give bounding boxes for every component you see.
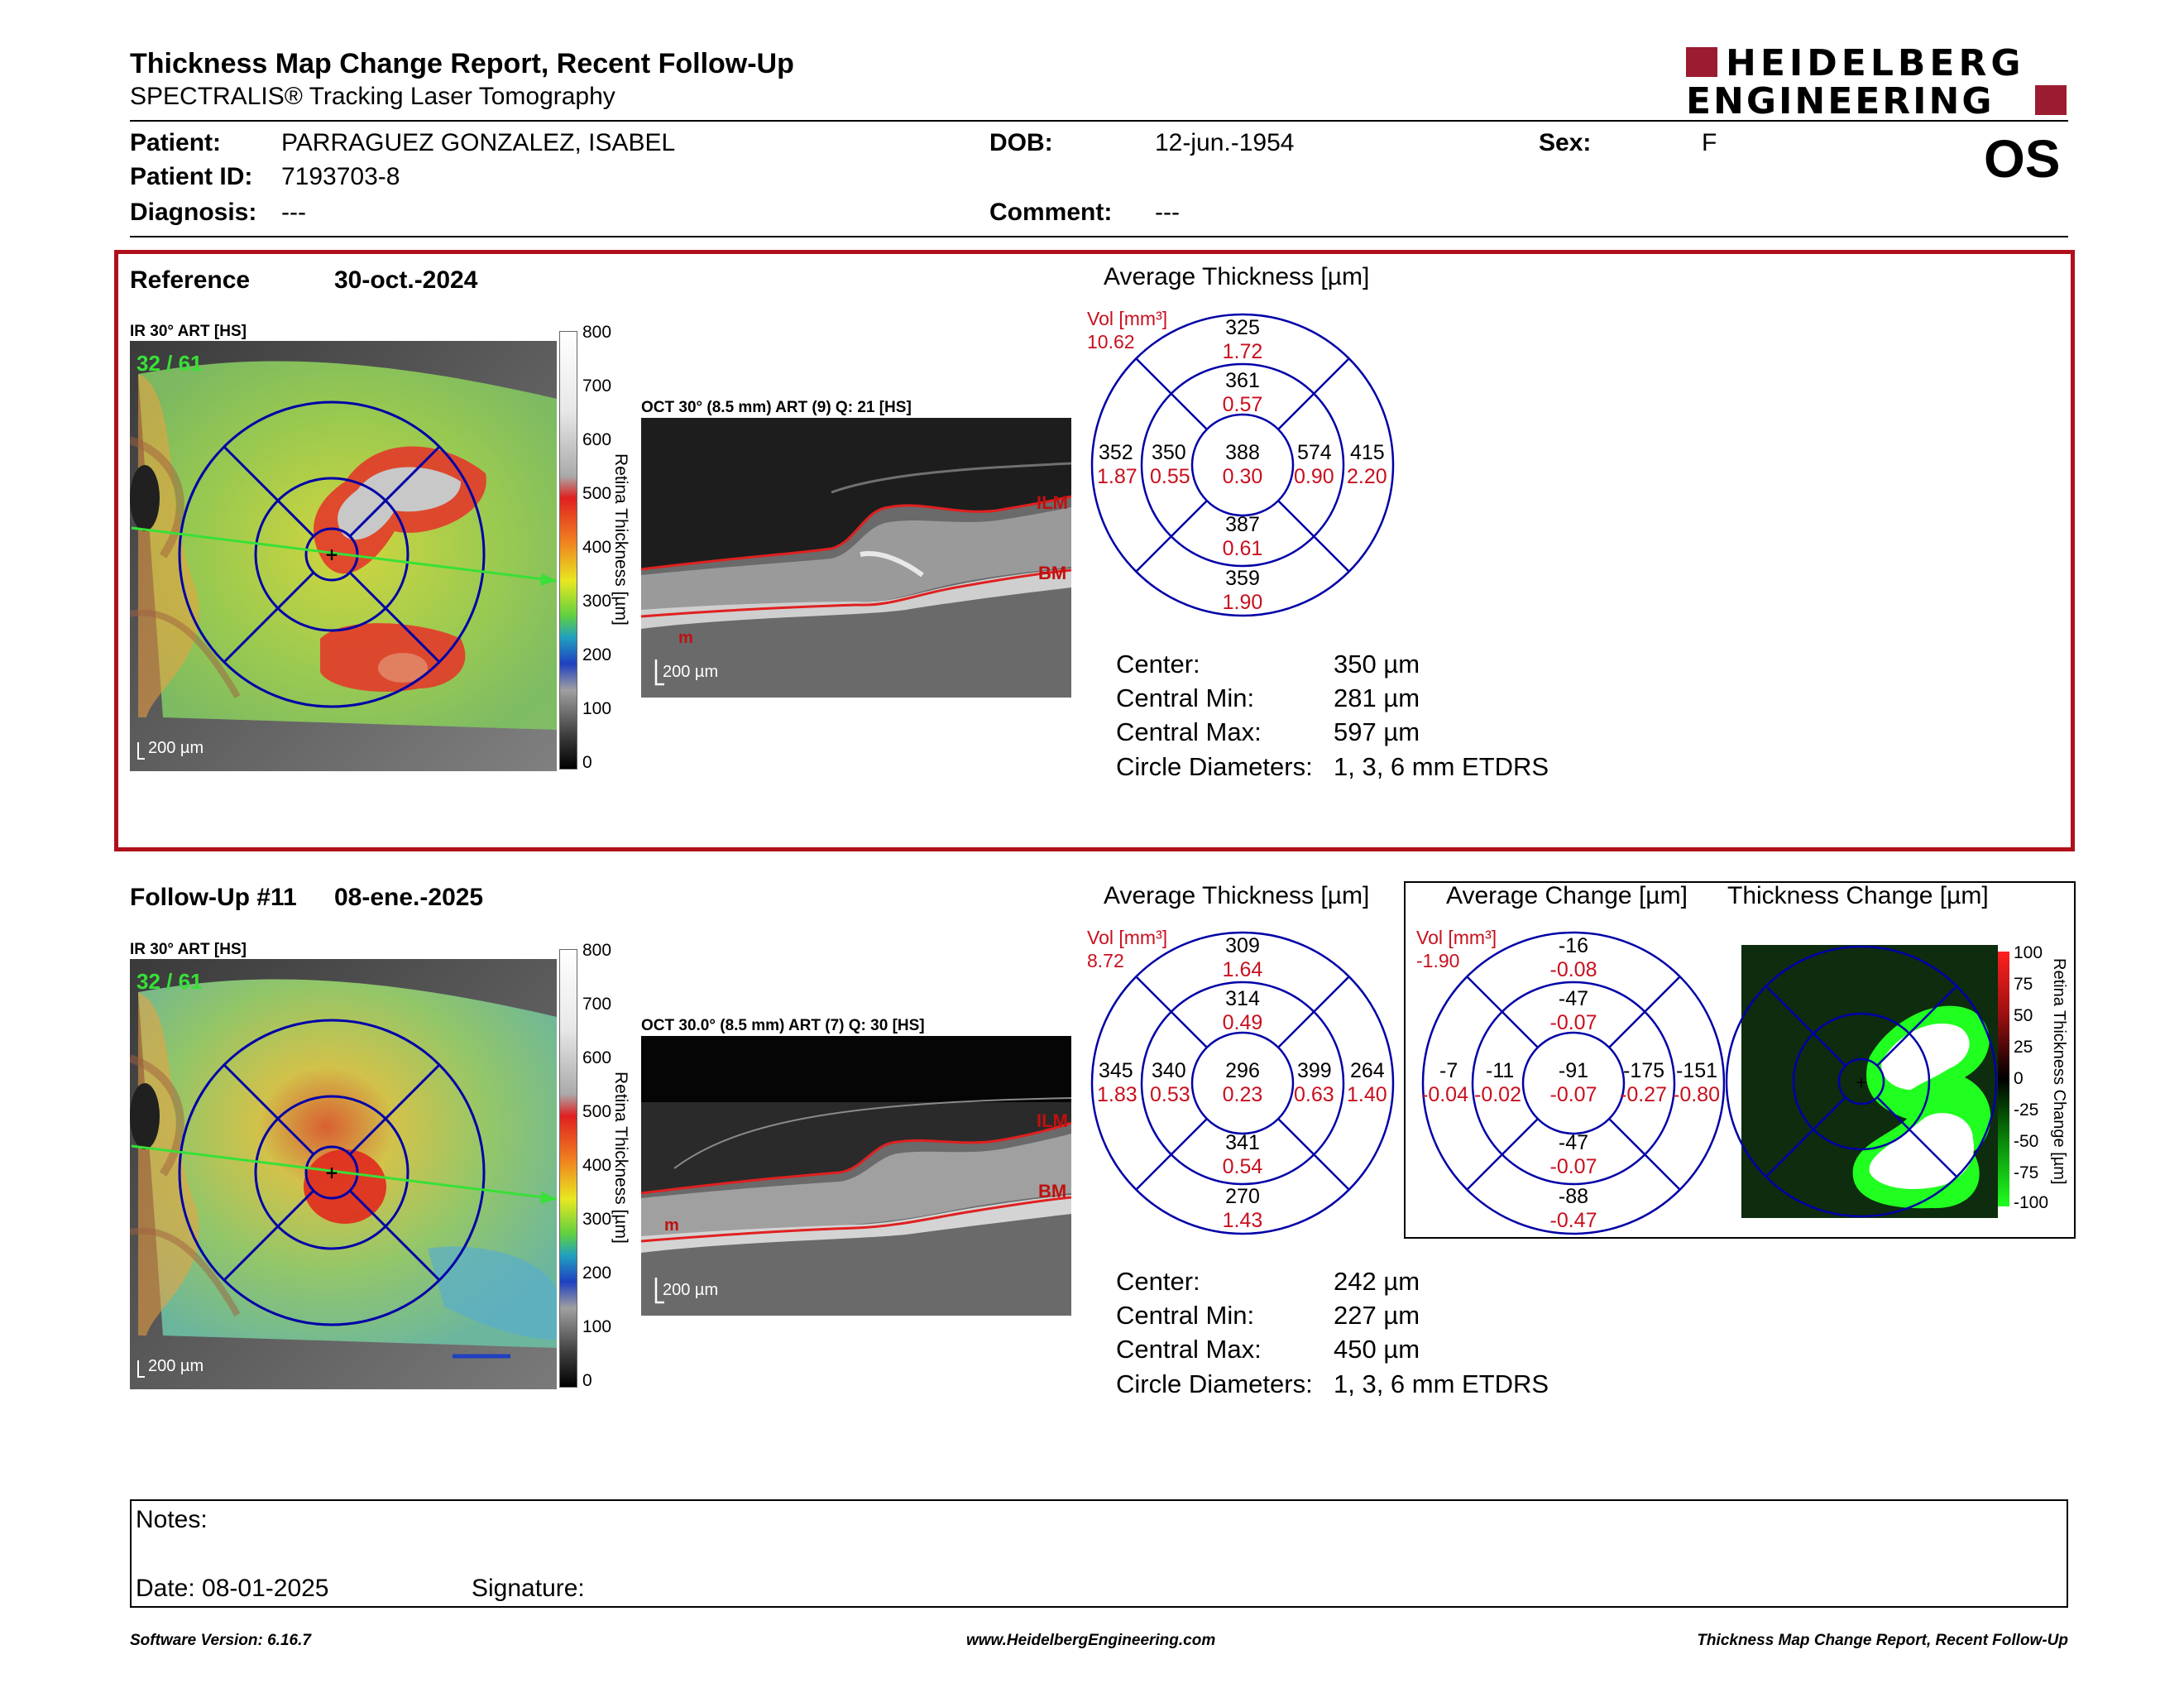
- comment-label: Comment:: [989, 199, 1113, 226]
- oct-ilm-label: ILM: [1037, 492, 1068, 513]
- stat-diam-label: Circle Diameters:: [1116, 752, 1313, 781]
- thickness-scale-title: Retina Thickness [µm]: [611, 453, 630, 626]
- patient-name: PARRAGUEZ GONZALEZ, ISABEL: [281, 129, 676, 156]
- report-title: Thickness Map Change Report, Recent Foll…: [130, 48, 794, 79]
- diagnosis-value: ---: [281, 199, 306, 226]
- fu-stat-max-value: 450 µm: [1334, 1335, 1420, 1364]
- fu-oct-bscan-image: ILM BM m 200 µm: [640, 1036, 1072, 1316]
- patient-id-label: Patient ID:: [130, 163, 253, 190]
- avg-change-title: Average Change [µm]: [1446, 882, 1688, 909]
- notes-box[interactable]: [130, 1499, 2068, 1608]
- comment-value: ---: [1155, 199, 1180, 226]
- avg-thickness-title: Average Thickness [µm]: [1104, 263, 1370, 290]
- fu-stat-center-label: Center:: [1116, 1267, 1200, 1296]
- change-scale-labels: 100 75 50 25 0 -25 -50 -75 -100: [2014, 943, 2049, 1212]
- reference-label: Reference: [130, 266, 251, 294]
- thickness-change-title: Thickness Change [µm]: [1727, 882, 1989, 909]
- change-color-scale: [1998, 952, 2009, 1206]
- ir-counter: 32 / 61: [136, 351, 203, 376]
- fu-oct-label: OCT 30.0° (8.5 mm) ART (7) Q: 30 [HS]: [641, 1017, 925, 1034]
- fu-ir-fundus-image: + 32 / 61 200 µm: [128, 959, 558, 1389]
- oct-m-label: m: [678, 629, 693, 647]
- vol-label: Vol [mm³]: [1087, 308, 1168, 329]
- notes-label: Notes:: [136, 1506, 208, 1533]
- ir-fundus-image: + 32 / 61 200 µm: [128, 341, 558, 771]
- stat-diam-value: 1, 3, 6 mm ETDRS: [1334, 752, 1549, 781]
- footer-report-name: Thickness Map Change Report, Recent Foll…: [1697, 1632, 2068, 1649]
- vol-value: 10.62: [1087, 331, 1135, 352]
- stat-max-value: 597 µm: [1334, 717, 1420, 746]
- stat-min-label: Central Min:: [1116, 683, 1255, 712]
- change-vol-label: Vol [mm³]: [1416, 927, 1497, 948]
- software-version: Software Version: 6.16.7: [130, 1632, 311, 1649]
- stat-max-label: Central Max:: [1116, 717, 1262, 746]
- eye-label: OS: [1984, 129, 2061, 189]
- change-panel: [1404, 881, 2076, 1239]
- change-vol-value: -1.90: [1416, 950, 1460, 971]
- fu-oct-scale-bar: 200 µm: [663, 1281, 718, 1299]
- fu-vol-label: Vol [mm³]: [1087, 927, 1168, 948]
- reference-date: 30-oct.-2024: [334, 266, 478, 294]
- fu-oct-ilm-label: ILM: [1037, 1110, 1068, 1131]
- stat-min-value: 281 µm: [1334, 683, 1420, 712]
- fu-ir-counter: 32 / 61: [136, 969, 203, 994]
- fu-thickness-scale-title: Retina Thickness [µm]: [611, 1072, 630, 1244]
- svg-text:+: +: [325, 1163, 339, 1182]
- stat-center-value: 350 µm: [1334, 650, 1420, 679]
- fu-ir-scale-bar: 200 µm: [148, 1357, 204, 1375]
- heidelberg-logo: HEIDELBERG ENGINEERING: [1686, 42, 2067, 122]
- fu-vol-value: 8.72: [1087, 950, 1124, 971]
- fu-avg-thickness-title: Average Thickness [µm]: [1104, 882, 1370, 909]
- thickness-color-scale: [559, 331, 577, 770]
- footer-url[interactable]: www.HeidelbergEngineering.com: [966, 1632, 1216, 1649]
- oct-label: OCT 30° (8.5 mm) ART (9) Q: 21 [HS]: [641, 399, 912, 416]
- sex-value: F: [1702, 129, 1717, 156]
- etdrs-grid-reference: 325 1.72 361 0.57 388 0.30 352 1.87 350 …: [1090, 313, 1395, 617]
- oct-bscan-image: ILM BM m 200 µm: [640, 418, 1072, 698]
- followup-date: 08-ene.-2025: [334, 884, 484, 911]
- fu-stat-min-value: 227 µm: [1334, 1301, 1420, 1330]
- fu-stat-diam-value: 1, 3, 6 mm ETDRS: [1334, 1369, 1549, 1398]
- oct-scale-bar: 200 µm: [663, 663, 718, 681]
- signature-label: Signature:: [472, 1575, 585, 1602]
- fu-stat-diam-label: Circle Diameters:: [1116, 1369, 1313, 1398]
- report-subtitle: SPECTRALIS® Tracking Laser Tomography: [130, 83, 615, 110]
- thickness-scale-labels: 800 700 600 500 400 300 200 100 0: [582, 323, 612, 772]
- diagnosis-label: Diagnosis:: [130, 199, 257, 226]
- fu-thickness-scale-labels: 800 700 600 500 400 300 200 100 0: [582, 941, 612, 1390]
- followup-label: Follow-Up #11: [130, 884, 297, 911]
- svg-text:+: +: [325, 544, 339, 564]
- fu-stat-center-value: 242 µm: [1334, 1267, 1420, 1296]
- sex-label: Sex:: [1539, 129, 1592, 156]
- dob-value: 12-jun.-1954: [1155, 129, 1295, 156]
- reference-frame: [114, 250, 2075, 851]
- thickness-change-map: +: [1725, 945, 1998, 1218]
- dob-label: DOB:: [989, 129, 1053, 156]
- notes-date: Date: 08-01-2025: [136, 1575, 329, 1602]
- stat-center-label: Center:: [1116, 650, 1200, 679]
- fu-ir-label: IR 30° ART [HS]: [130, 941, 247, 958]
- etdrs-grid-followup: 309 1.64 314 0.49 296 0.23 345 1.83 340 …: [1090, 931, 1395, 1235]
- change-scale-title: Retina Thickness Change [µm]: [2050, 958, 2068, 1185]
- etdrs-grid-change: -16 -0.08 -47 -0.07 -91 -0.07 -7 -0.04 -…: [1421, 931, 1726, 1235]
- fu-oct-m-label: m: [664, 1216, 679, 1235]
- oct-bm-label: BM: [1038, 563, 1066, 583]
- fu-stat-max-label: Central Max:: [1116, 1335, 1262, 1364]
- ir-scale-bar: 200 µm: [148, 739, 204, 757]
- svg-text:+: +: [1855, 1074, 1867, 1091]
- fu-oct-bm-label: BM: [1038, 1181, 1066, 1201]
- fu-thickness-color-scale: [559, 949, 577, 1388]
- ir-label: IR 30° ART [HS]: [130, 323, 247, 340]
- fu-stat-min-label: Central Min:: [1116, 1301, 1255, 1330]
- patient-label: Patient:: [130, 129, 222, 156]
- patient-id-value: 7193703-8: [281, 163, 400, 190]
